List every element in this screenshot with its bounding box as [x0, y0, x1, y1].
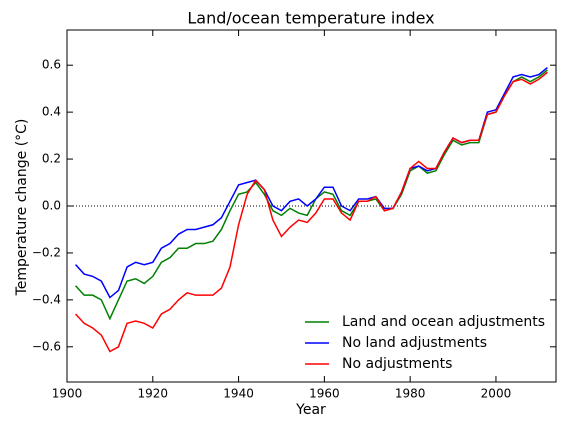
- legend-label: No land adjustments: [342, 335, 487, 351]
- y-tick-label: 0.6: [42, 58, 61, 72]
- x-tick-label: 1920: [138, 387, 169, 401]
- plot-frame: [66, 29, 557, 383]
- x-tick-label: 2000: [481, 387, 512, 401]
- y-tick-label: 0.2: [42, 152, 61, 166]
- series-line: [75, 66, 548, 299]
- y-tick-label: −0.4: [32, 292, 61, 306]
- x-tick-label: 1960: [309, 387, 340, 401]
- y-tick-label: −0.2: [32, 245, 61, 259]
- x-axis-label: Year: [295, 402, 326, 418]
- y-tick-label: 0.4: [42, 105, 61, 119]
- legend-label: No adjustments: [342, 356, 452, 372]
- y-axis-label: Temperature change (°C): [14, 119, 30, 297]
- series-line: [75, 71, 548, 353]
- y-tick-label: 0.0: [42, 199, 61, 213]
- series-line: [75, 69, 548, 321]
- legend-label: Land and ocean adjustments: [342, 314, 545, 330]
- y-tick-label: −0.6: [32, 339, 61, 353]
- chart-title: Land/ocean temperature index: [187, 9, 434, 28]
- x-tick-label: 1980: [395, 387, 426, 401]
- x-tick-label: 1940: [223, 387, 254, 401]
- x-tick-label: 1900: [52, 387, 83, 401]
